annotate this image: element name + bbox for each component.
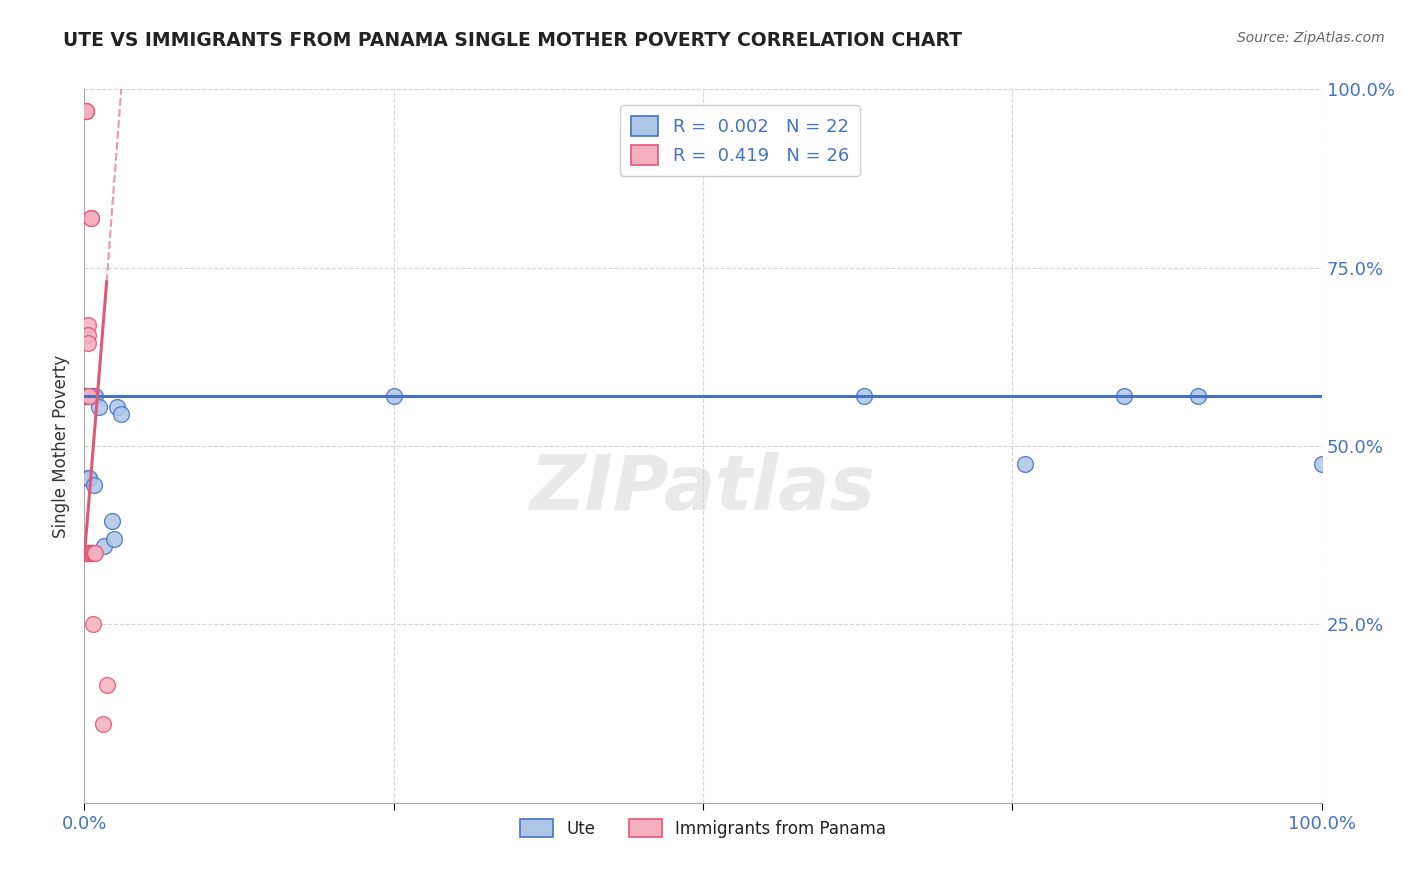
Point [75,103,97,118]
Point [79,211,101,225]
Point [382,389,405,403]
Point [84,546,107,560]
Point [77,328,100,343]
Point [76,546,98,560]
Point [1014,457,1036,471]
Point [79,389,101,403]
Point [79,546,101,560]
Point [75,103,97,118]
Point [79,211,101,225]
Legend: Ute, Immigrants from Panama: Ute, Immigrants from Panama [513,813,893,845]
Point [110,407,132,421]
Point [103,532,125,546]
Point [75,546,97,560]
Point [76,546,98,560]
Point [83,478,105,492]
Text: ZIPatlas: ZIPatlas [530,452,876,525]
Point [83,546,105,560]
Point [79,389,101,403]
Point [75,389,97,403]
Point [79,389,101,403]
Point [79,546,101,560]
Point [83,546,105,560]
Point [80,546,103,560]
Point [89,400,111,414]
Point [75,389,97,403]
Point [1112,389,1135,403]
Point [77,318,100,332]
Point [80,389,103,403]
Point [82,617,104,632]
Point [91,717,114,731]
Point [76,546,98,560]
Point [82,389,104,403]
Text: UTE VS IMMIGRANTS FROM PANAMA SINGLE MOTHER POVERTY CORRELATION CHART: UTE VS IMMIGRANTS FROM PANAMA SINGLE MOT… [63,31,962,50]
Point [77,471,100,485]
Point [105,400,128,414]
Point [96,678,118,692]
Point [76,546,98,560]
Point [79,471,101,485]
Point [1187,389,1209,403]
Point [1310,457,1333,471]
Point [75,103,97,118]
Text: Source: ZipAtlas.com: Source: ZipAtlas.com [1237,31,1385,45]
Point [80,546,103,560]
Y-axis label: Single Mother Poverty: Single Mother Poverty [52,354,70,538]
Point [100,514,122,528]
Point [84,389,107,403]
Point [852,389,875,403]
Point [75,546,97,560]
Point [77,335,100,350]
Point [75,389,97,403]
Point [93,539,115,553]
